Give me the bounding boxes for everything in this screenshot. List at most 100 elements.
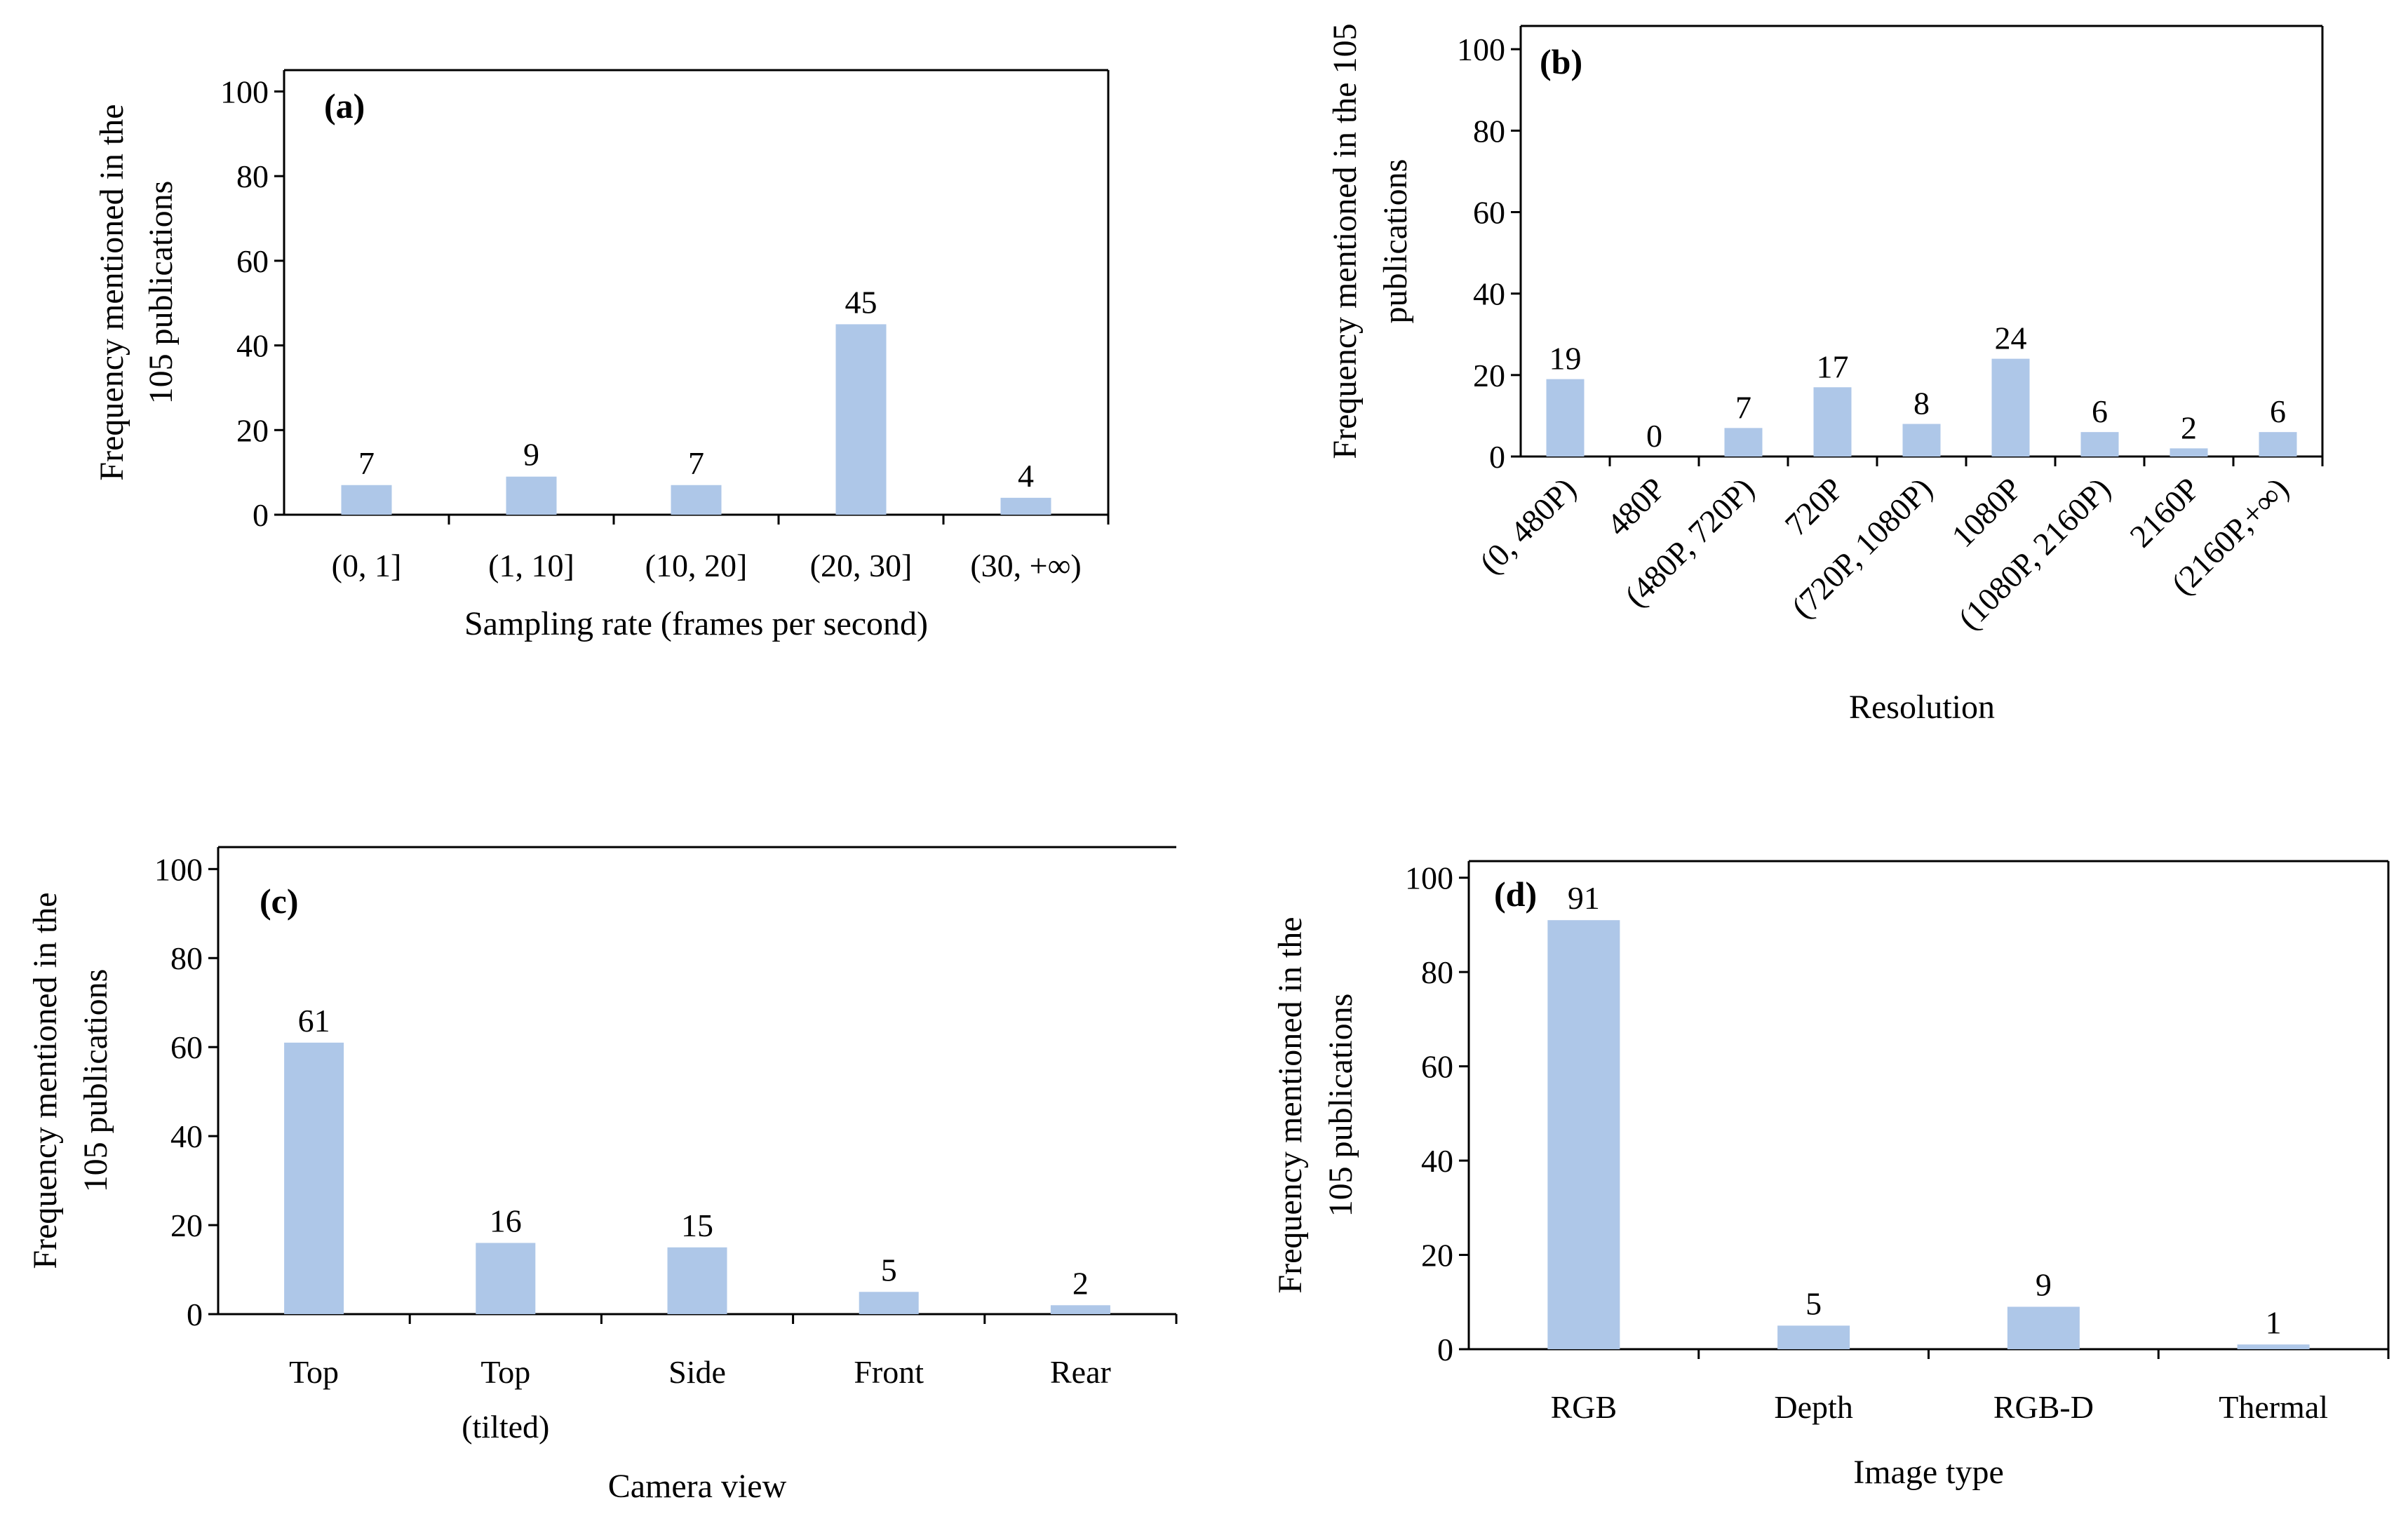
data-label: 45	[845, 284, 877, 320]
y-axis-title: 105 publications	[1322, 994, 1359, 1217]
bar	[1000, 497, 1051, 515]
x-tick-label: Side	[668, 1354, 726, 1390]
data-label: 5	[1805, 1285, 1822, 1321]
x-tick-label: 480P	[1600, 471, 1672, 543]
y-tick-label: 80	[1421, 954, 1453, 990]
bar	[2007, 1306, 2080, 1349]
y-axis-title: 105 publications	[77, 969, 114, 1193]
y-axis-title: Frequency mentioned in the	[93, 104, 130, 480]
bar	[1813, 387, 1852, 457]
bar	[1547, 920, 1620, 1349]
bar	[341, 485, 392, 515]
data-label: 61	[298, 1003, 330, 1039]
y-tick-label: 20	[236, 412, 269, 448]
x-tick-label: (0, 1]	[332, 548, 402, 583]
data-label: 2	[1072, 1265, 1089, 1301]
data-label: 7	[358, 445, 375, 481]
x-tick-label: Rear	[1050, 1354, 1111, 1390]
y-axis-title: 105 publications	[142, 181, 180, 405]
y-tick-label: 20	[1421, 1238, 1453, 1273]
bar	[2170, 448, 2208, 457]
panel-label: (d)	[1494, 874, 1537, 914]
data-label: 9	[523, 437, 539, 473]
bar	[1050, 1305, 1110, 1314]
y-tick-label: 60	[236, 243, 269, 279]
data-label: 1	[2266, 1304, 2282, 1340]
y-tick-label: 0	[1489, 439, 1505, 475]
data-label: 15	[681, 1208, 713, 1243]
x-tick-label: (10, 20]	[645, 548, 748, 583]
data-label: 16	[490, 1203, 522, 1238]
data-label: 91	[1568, 880, 1600, 916]
x-tick-label: Front	[854, 1354, 924, 1390]
bar	[2080, 432, 2119, 457]
data-label: 9	[2036, 1266, 2052, 1302]
x-tick-label: 1080P	[1944, 471, 2028, 554]
bar	[2237, 1344, 2310, 1349]
data-label: 17	[1817, 349, 1849, 384]
x-axis-title: Resolution	[1849, 689, 1995, 726]
panel-label: (b)	[1540, 42, 1582, 81]
x-tick-label: Thermal	[2219, 1389, 2328, 1425]
bar	[476, 1243, 536, 1314]
y-tick-label: 80	[1473, 113, 1505, 149]
x-tick-label: Top	[480, 1354, 530, 1390]
data-label: 7	[1735, 389, 1751, 425]
x-tick-label: 720P	[1778, 471, 1850, 543]
x-axis-title: Camera view	[608, 1468, 787, 1505]
y-axis-title: Frequency mentioned in the	[1272, 917, 1309, 1293]
y-tick-label: 60	[1473, 194, 1505, 230]
x-tick-label: (tilted)	[462, 1409, 549, 1445]
y-tick-label: 100	[154, 851, 203, 887]
x-tick-label: (0, 480P)	[1472, 471, 1582, 581]
y-tick-label: 0	[253, 497, 269, 533]
x-tick-label: 2160P	[2123, 471, 2206, 554]
y-tick-label: 100	[1405, 860, 1453, 896]
bar	[667, 1247, 727, 1314]
y-tick-label: 100	[220, 74, 269, 109]
data-label: 6	[2092, 393, 2108, 429]
x-tick-label: RGB	[1551, 1389, 1617, 1425]
bar	[2259, 432, 2297, 457]
y-tick-label: 80	[236, 158, 269, 194]
y-tick-label: 40	[1421, 1143, 1453, 1179]
bar	[1991, 358, 2030, 457]
y-tick-label: 40	[1473, 276, 1505, 312]
y-axis-title: Frequency mentioned in the	[27, 892, 64, 1269]
data-label: 2	[2181, 410, 2197, 445]
bar	[859, 1292, 919, 1314]
bar	[671, 485, 722, 515]
chart-panel-c: 0 20 40 60 80 100 61 Top 16 Top (tilted) 15 Side 5 Fro…	[27, 846, 1178, 1505]
y-tick-label: 20	[1473, 358, 1505, 393]
y-tick-label: 60	[1421, 1049, 1453, 1085]
y-tick-label: 100	[1457, 32, 1505, 67]
bar	[1902, 424, 1941, 457]
chart-panel-d: 0 20 40 60 80 100 91 RGB 5 Depth 9 RGB-D 1 Thermal Ima…	[1272, 860, 2390, 1491]
y-tick-label: 40	[236, 328, 269, 364]
x-axis-title: Sampling rate (frames per second)	[464, 605, 928, 642]
x-tick-label: (20, 30]	[810, 548, 913, 583]
x-tick-label: (1080P, 2160P)	[1951, 471, 2118, 637]
x-tick-label: (1, 10]	[488, 548, 574, 583]
y-tick-label: 60	[170, 1029, 203, 1065]
data-label: 5	[881, 1252, 897, 1287]
y-tick-label: 40	[170, 1118, 203, 1154]
data-label: 0	[1646, 418, 1662, 454]
y-tick-label: 20	[170, 1208, 203, 1243]
x-tick-label: (30, +∞)	[970, 548, 1081, 583]
x-tick-label: Top	[289, 1354, 339, 1390]
x-axis-title: Image type	[1853, 1454, 2004, 1491]
x-tick-label: Depth	[1774, 1389, 1852, 1425]
bar	[1777, 1325, 1850, 1349]
data-label: 24	[1995, 320, 2027, 356]
bar	[284, 1042, 344, 1314]
y-tick-label: 0	[187, 1297, 203, 1332]
bar	[1724, 428, 1763, 457]
bar	[506, 476, 557, 515]
panel-label: (c)	[260, 881, 299, 921]
data-label: 6	[2270, 393, 2286, 429]
data-label: 7	[688, 445, 704, 481]
bar	[835, 324, 887, 515]
